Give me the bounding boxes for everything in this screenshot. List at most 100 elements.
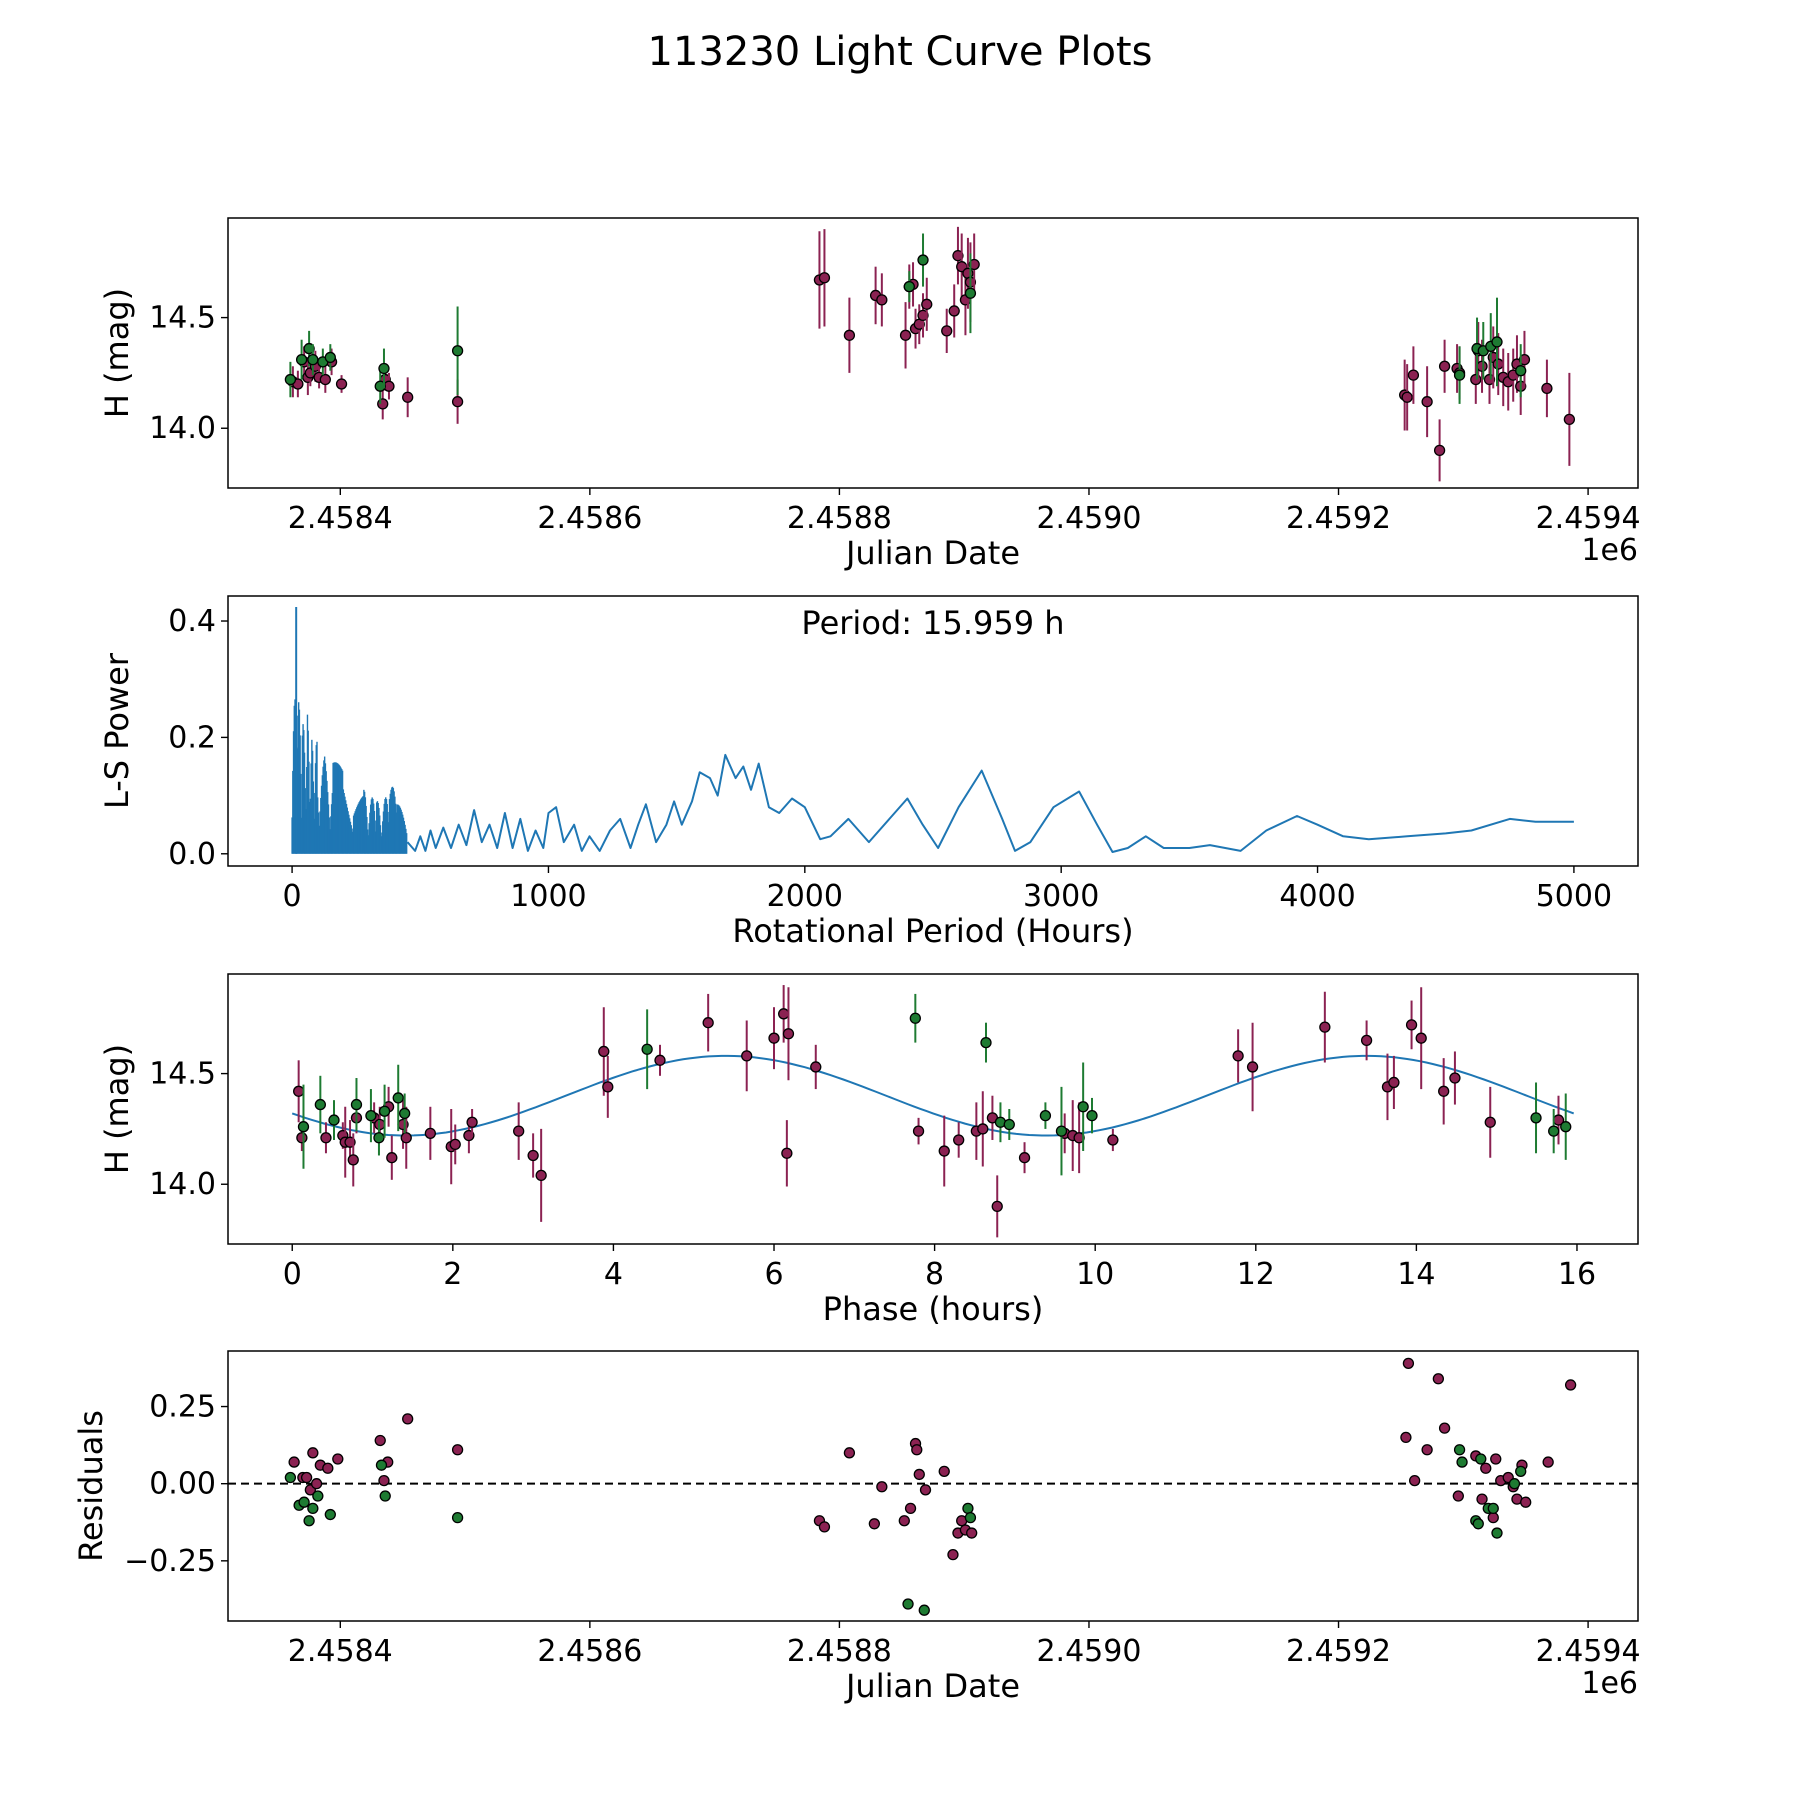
residuals-point: [378, 1474, 390, 1487]
lightcurve-point: [903, 280, 915, 293]
lightcurve-point: [1483, 373, 1496, 386]
lightcurve-point: [952, 249, 964, 262]
periodogram-ytick-label: 0.2: [168, 720, 216, 755]
phase-point: [1319, 1021, 1331, 1033]
lightcurve-frame: [227, 217, 1639, 489]
lightcurve-point: [921, 298, 933, 310]
residuals-point: [1432, 1373, 1445, 1385]
lightcurve-point: [307, 353, 319, 366]
phase-point: [386, 1152, 398, 1164]
lightcurve-xlabel: Julian Date: [844, 534, 1020, 572]
phase-point: [602, 1081, 614, 1093]
phase-point: [702, 1017, 714, 1029]
residuals-point: [1452, 1490, 1464, 1502]
phase-point: [527, 1149, 539, 1162]
lightcurve-point: [843, 329, 856, 341]
phase-frame: [227, 973, 1639, 1245]
lightcurve-point: [1492, 358, 1504, 370]
residuals-ytick-label: 0.25: [149, 1390, 216, 1425]
lightcurve-point: [295, 353, 308, 366]
phase-point: [781, 1147, 793, 1159]
residuals-point: [919, 1484, 932, 1496]
residuals-point: [374, 1434, 386, 1447]
residuals-point: [964, 1511, 977, 1524]
residuals-point: [902, 1598, 914, 1610]
lightcurve-point: [1401, 391, 1413, 403]
periodogram-xlabel: Rotational Period (Hours): [732, 912, 1133, 950]
lightcurve-point: [1453, 369, 1466, 381]
phase-point: [654, 1054, 666, 1066]
residuals-offset-label: 1e6: [1581, 1666, 1638, 1701]
lightcurve-xtick-label: 2.4594: [1536, 501, 1641, 536]
residuals-point: [1408, 1474, 1421, 1487]
residuals-point: [1542, 1456, 1554, 1468]
residuals-point: [904, 1502, 917, 1515]
residuals-ytick-label: −0.25: [124, 1544, 216, 1579]
phase-xtick-label: 8: [925, 1257, 944, 1292]
lightcurve-point: [1470, 373, 1482, 386]
residuals-point: [938, 1465, 950, 1477]
residuals-xtick-label: 2.4588: [787, 1634, 892, 1669]
periodogram-xtick-label: 1000: [510, 879, 586, 914]
phase-point: [1449, 1072, 1461, 1084]
residuals-point: [1402, 1357, 1415, 1369]
residuals-point: [1456, 1456, 1468, 1468]
residuals-point: [1515, 1465, 1527, 1477]
residuals-ytick-label: 0.00: [149, 1467, 216, 1502]
residuals-point: [324, 1508, 336, 1521]
residuals-point: [1508, 1478, 1521, 1490]
residuals-point: [911, 1444, 923, 1456]
lightcurve-xtick-label: 2.4590: [1036, 501, 1141, 536]
periodogram-annotation: Period: 15.959 h: [801, 604, 1064, 642]
lightcurve-point: [1541, 382, 1553, 395]
phase-point: [320, 1132, 332, 1144]
lightcurve-xtick-label: 2.4586: [537, 501, 642, 536]
residuals-point: [1490, 1453, 1502, 1465]
residuals-point: [1400, 1431, 1412, 1444]
phase-point: [400, 1132, 412, 1144]
residuals-point: [868, 1518, 881, 1530]
residuals-point: [307, 1447, 319, 1459]
residuals-point: [1520, 1496, 1532, 1508]
residuals-point: [966, 1527, 978, 1539]
phase-point: [641, 1043, 653, 1055]
lightcurve-point: [319, 373, 331, 386]
residuals-point: [402, 1413, 414, 1425]
residuals-ylabel: Residuals: [72, 1410, 110, 1562]
lightcurve-point: [899, 329, 912, 341]
lightcurve-point: [1421, 396, 1433, 408]
lightcurve-point: [451, 396, 464, 408]
phase-point: [598, 1045, 610, 1058]
phase-point: [1360, 1034, 1373, 1047]
phase-point: [1530, 1112, 1542, 1124]
residuals-point: [843, 1447, 856, 1459]
phase-point: [1415, 1032, 1427, 1044]
phase-point: [449, 1138, 461, 1151]
phase-point: [991, 1200, 1003, 1213]
lightcurve-panel: 2.4584 2.4586 2.4588 2.4590 2.4592 2.4594 14.0…: [98, 217, 1641, 572]
residuals-point: [1491, 1527, 1503, 1539]
phase-point: [392, 1092, 404, 1104]
phase-point: [1548, 1125, 1560, 1137]
lightcurve-point: [818, 272, 831, 284]
periodogram-panel: 0 1000 2000 3000 4000 5000 0.0 0.2 0.4 Rotational…: [98, 595, 1639, 950]
residuals-point: [322, 1462, 334, 1474]
residuals-point: [451, 1511, 464, 1524]
phase-panel: 0 2 4 6 8 10 12 14 16 14.0 14.5 Phase (hours) H (mag…: [98, 973, 1639, 1328]
lightcurve-point: [377, 398, 389, 410]
residuals-point: [332, 1453, 344, 1465]
residuals-point: [876, 1481, 888, 1493]
periodogram-xtick-label: 0: [283, 879, 302, 914]
periodogram-ytick-label: 0.0: [168, 837, 216, 872]
phase-fit-curve: [291, 1054, 1575, 1137]
lightcurve-point: [402, 391, 414, 403]
residuals-point: [818, 1521, 831, 1533]
residuals-point: [1453, 1444, 1466, 1456]
lightcurve-point: [1407, 369, 1420, 381]
residuals-point: [1487, 1502, 1499, 1515]
residuals-point: [913, 1468, 925, 1481]
phase-point: [1438, 1085, 1450, 1097]
periodogram-power-line: [406, 753, 1574, 853]
residuals-point: [1564, 1379, 1577, 1391]
